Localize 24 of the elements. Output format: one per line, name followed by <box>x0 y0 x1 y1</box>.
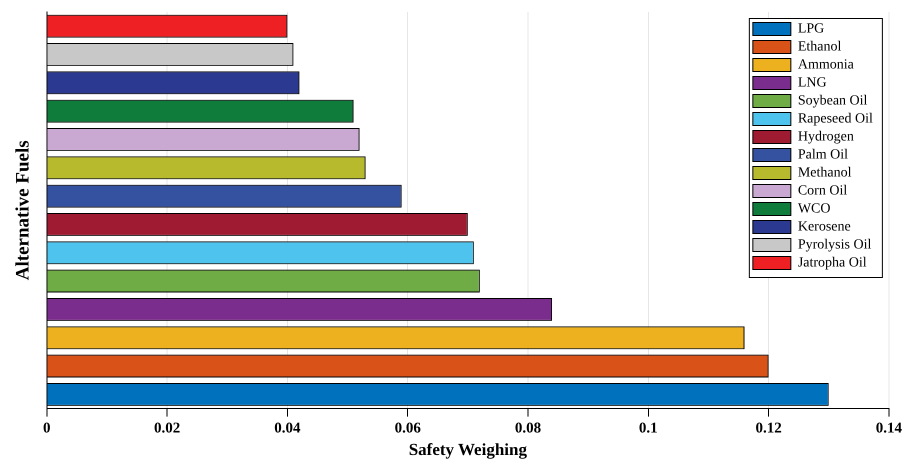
x-axis-title: Safety Weighing <box>408 440 528 460</box>
legend-label: Soybean Oil <box>798 94 868 109</box>
legend-label: Hydrogen <box>798 130 854 145</box>
x-tick-label: 0.1 <box>638 420 658 436</box>
legend-label: Rapeseed Oil <box>798 112 873 127</box>
legend-label: Kerosene <box>798 220 851 235</box>
legend-label: Methanol <box>798 166 852 181</box>
legend-label: LPG <box>798 22 824 37</box>
x-tick-label: 0.12 <box>755 420 782 436</box>
x-tick-label: 0.04 <box>274 420 302 436</box>
x-tick-label: 0.14 <box>876 420 902 436</box>
x-tick-label: 0 <box>43 420 51 436</box>
legend-label: Corn Oil <box>798 184 848 199</box>
legend-label: LNG <box>798 76 827 91</box>
x-tick-label: 0.02 <box>154 420 180 436</box>
legend-label: WCO <box>798 202 831 217</box>
legend-label: Jatropha Oil <box>798 256 867 271</box>
x-tick-label: 0.06 <box>394 420 422 436</box>
legend-label: Ammonia <box>798 58 855 73</box>
x-tick-label: 0.08 <box>514 420 542 436</box>
legend-label: Pyrolysis Oil <box>798 238 872 253</box>
y-axis-title: Alternative Fuels <box>12 140 34 280</box>
legend-label: Palm Oil <box>798 148 848 163</box>
legend-label: Ethanol <box>798 40 842 55</box>
